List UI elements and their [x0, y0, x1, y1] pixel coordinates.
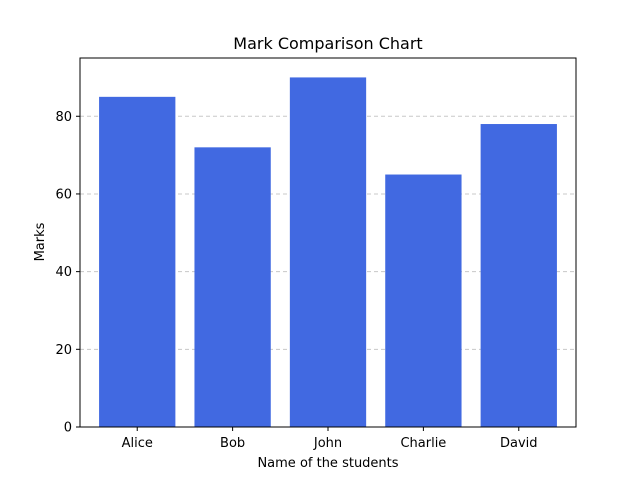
bar-john — [289, 77, 367, 427]
y-axis-label: Marks — [33, 222, 48, 261]
chart-title: Mark Comparison Chart — [233, 34, 422, 53]
y-tick-label: 20 — [55, 343, 72, 358]
x-tick-label: Bob — [220, 436, 245, 451]
bar-david — [480, 124, 557, 427]
x-tick-label: Alice — [122, 436, 153, 451]
bar-alice — [99, 96, 176, 427]
bar-charlie — [385, 174, 462, 427]
x-axis-ticks: Alice Bob John Charlie David — [122, 427, 538, 451]
y-tick-label: 80 — [55, 110, 72, 125]
y-tick-label: 40 — [55, 265, 72, 280]
x-tick-label: David — [500, 436, 538, 451]
y-tick-label: 60 — [55, 187, 72, 202]
x-tick-label: John — [313, 436, 342, 451]
y-axis-ticks: 0 20 40 60 80 — [55, 110, 80, 436]
x-tick-label: Charlie — [400, 436, 446, 451]
bar-bob — [194, 147, 271, 427]
x-axis-label: Name of the students — [257, 456, 398, 471]
bars-layer — [99, 77, 557, 427]
y-tick-label: 0 — [64, 421, 72, 436]
